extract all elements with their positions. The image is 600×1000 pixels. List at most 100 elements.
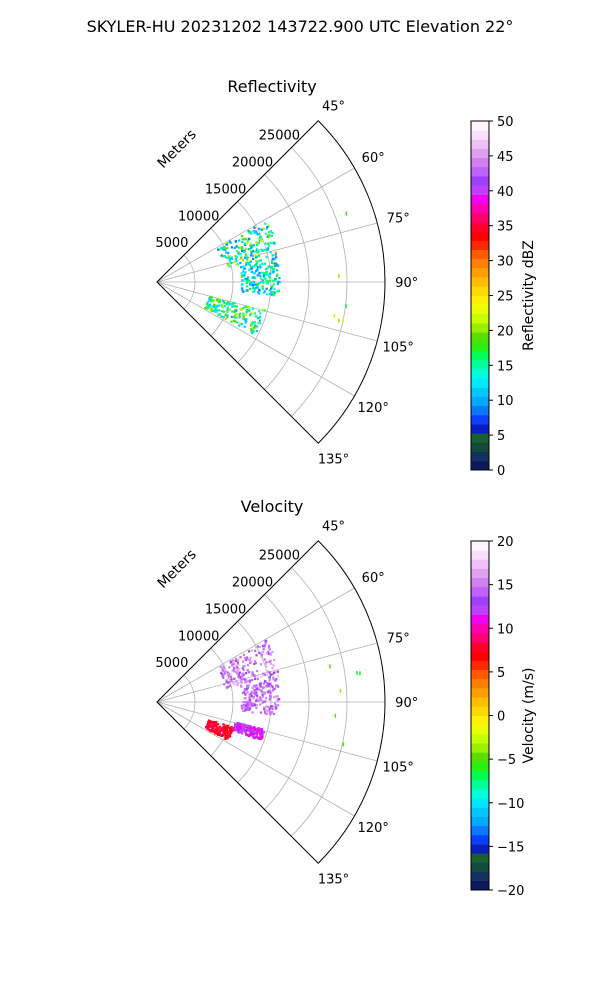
velocity-echo-pixel — [241, 691, 245, 694]
velocity-colorbar-band — [471, 798, 489, 808]
reflectivity-echo-pixel — [257, 321, 260, 325]
reflectivity-echo-pixel — [214, 308, 217, 311]
velocity-echo-pixel — [240, 704, 243, 707]
reflectivity-echo-pixel — [262, 275, 266, 279]
velocity-echo-pixel — [263, 682, 266, 685]
reflectivity-echo-pixel — [253, 290, 256, 293]
velocity-colorbar-tick-label-0: −20 — [497, 884, 524, 899]
reflectivity-echo-pixel — [267, 224, 270, 227]
reflectivity-echo-pixel — [250, 250, 253, 253]
reflectivity-echo-pixel — [246, 256, 249, 259]
reflectivity-echo-pixel — [242, 270, 245, 273]
velocity-echo-pixel — [265, 665, 268, 668]
reflectivity-echo-pixel — [228, 259, 231, 262]
velocity-echo-pixel — [270, 684, 273, 687]
velocity-echo-pixel — [225, 680, 228, 683]
velocity-echo-pixel — [238, 723, 241, 726]
velocity-echo-pixel — [268, 678, 271, 681]
reflectivity-echo-pixel — [231, 310, 234, 313]
velocity-echo-pixel — [244, 706, 247, 709]
reflectivity-echo-pixel — [240, 287, 244, 290]
reflectivity-echo-pixel — [225, 302, 228, 305]
reflectivity-echoes — [204, 211, 348, 334]
velocity-echo-pixel — [216, 727, 219, 730]
velocity-echo-pixel — [271, 651, 274, 654]
velocity-echo-pixel — [254, 662, 258, 665]
velocity-echo-pixel — [250, 690, 253, 693]
velocity-echo-pixel — [229, 735, 232, 738]
velocity-colorbar-tick-label-1: −15 — [497, 840, 524, 855]
velocity-colorbar-band — [471, 697, 489, 707]
reflectivity-echo-pixel — [216, 298, 219, 301]
reflectivity-echo-pixel — [254, 230, 258, 233]
velocity-echo-pixel — [240, 707, 244, 710]
velocity-echo-pixel — [260, 735, 264, 738]
velocity-echo-pixel — [249, 656, 252, 659]
velocity-echo-pixel — [241, 725, 244, 729]
velocity-echo-pixel — [255, 688, 258, 691]
reflectivity-echo-pixel — [262, 227, 265, 230]
reflectivity-echo-pixel — [223, 305, 226, 308]
reflectivity-echo-pixel — [268, 292, 272, 295]
reflectivity-echo-pixel — [242, 315, 245, 318]
velocity-echo-pixel — [225, 736, 228, 739]
velocity-echo-pixel — [236, 668, 239, 671]
reflectivity-colorbar-band — [471, 286, 489, 296]
reflectivity-echo-pixel — [238, 312, 241, 315]
reflectivity-echo-pixel — [240, 308, 243, 311]
velocity-echo-pixel — [236, 666, 239, 669]
reflectivity-colorbar-band — [471, 451, 489, 462]
reflectivity-echo-pixel — [256, 267, 259, 270]
velocity-echo-pixel — [242, 668, 245, 671]
velocity-echo-pixel — [246, 707, 249, 710]
velocity-echo-pixel — [211, 728, 214, 731]
reflectivity-echo-pixel — [233, 315, 236, 319]
velocity-echo-pixel — [266, 709, 269, 712]
reflectivity-echo-pixel — [223, 302, 226, 305]
velocity-echo-pixel — [243, 709, 246, 712]
reflectivity-echo-pixel — [221, 255, 225, 258]
reflectivity-echo-pixel — [249, 283, 252, 286]
velocity-echo-pixel — [268, 707, 271, 710]
reflectivity-radial-tick-label-2: 15000 — [205, 182, 246, 197]
velocity-colorbar-tick-label-8: 20 — [497, 535, 514, 550]
velocity-echo-pixel — [207, 722, 210, 725]
reflectivity-panel: Reflectivity 45°60°75°90°105°120°135° 50… — [155, 77, 537, 479]
velocity-echo-pixel — [225, 727, 228, 730]
velocity-echo-pixel — [259, 735, 262, 738]
velocity-echo-pixel — [267, 644, 271, 647]
reflectivity-echo-pixel — [265, 287, 268, 290]
velocity-echo-pixel — [231, 669, 234, 672]
velocity-echo-pixel — [236, 672, 239, 675]
velocity-echo-pixel — [263, 708, 266, 711]
reflectivity-echo-pixel — [209, 309, 212, 312]
reflectivity-echo-pixel — [277, 264, 280, 267]
velocity-echo-pixel — [244, 681, 247, 684]
reflectivity-echo-pixel — [269, 251, 272, 254]
velocity-echo-pixel — [259, 682, 262, 685]
velocity-echo-pixel — [220, 666, 223, 669]
velocity-echo-pixel — [212, 724, 216, 728]
velocity-echo-pixel — [234, 668, 237, 671]
reflectivity-echo-pixel — [240, 266, 243, 269]
velocity-echo-pixel — [273, 671, 276, 674]
reflectivity-echo-pixel — [226, 306, 229, 310]
reflectivity-echo-pixel — [260, 238, 263, 241]
reflectivity-echo-pixel — [258, 239, 262, 243]
velocity-colorbar-band — [471, 678, 489, 689]
velocity-echo-pixel — [359, 671, 361, 676]
velocity-echo-pixel — [251, 705, 254, 708]
reflectivity-echo-pixel — [256, 283, 259, 286]
reflectivity-echo-pixel — [240, 256, 243, 259]
reflectivity-echo-pixel — [246, 280, 249, 283]
velocity-colorbar-band — [471, 724, 489, 735]
reflectivity-echo-pixel — [225, 243, 228, 246]
velocity-echo-pixel — [239, 676, 242, 679]
reflectivity-angle-tick-label-6: 135° — [318, 453, 349, 468]
reflectivity-colorbar-band — [471, 350, 489, 361]
velocity-echo-pixel — [260, 663, 263, 666]
velocity-echo-pixel — [260, 655, 263, 659]
reflectivity-echo-pixel — [256, 325, 259, 328]
reflectivity-echo-pixel — [256, 261, 259, 264]
velocity-echo-pixel — [264, 708, 267, 712]
